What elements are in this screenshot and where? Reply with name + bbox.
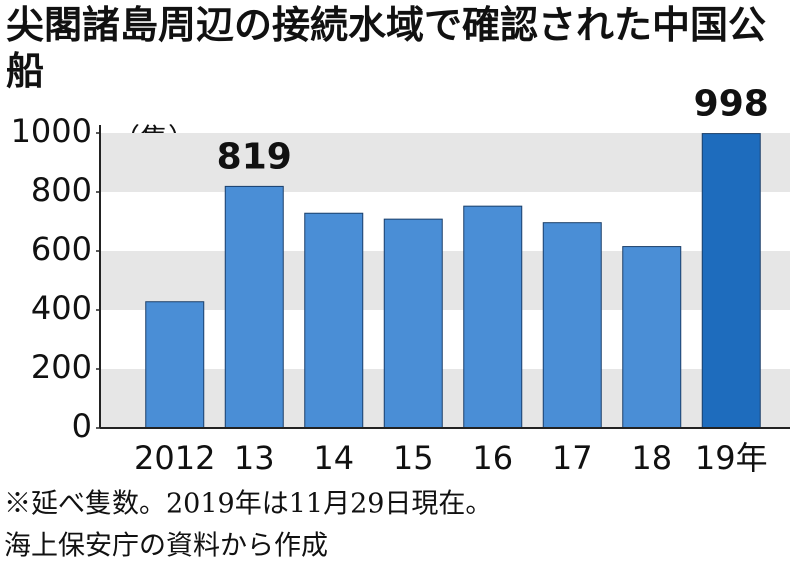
bar <box>622 246 682 429</box>
value-label: 998 <box>694 84 769 125</box>
x-tick-label: 15 <box>393 439 434 477</box>
y-tick-label: 400 <box>31 289 92 327</box>
x-tick-label: 2012 <box>134 439 215 477</box>
y-tick-label: 0 <box>72 407 92 445</box>
note: ※延べ隻数。2019年は11月29日現在。 <box>4 489 492 520</box>
x-tick-label: 13 <box>234 439 275 477</box>
y-tick-label: 600 <box>31 230 92 268</box>
x-tick-label: 19年 <box>695 439 768 477</box>
bar <box>383 218 443 429</box>
x-tick-label: 16 <box>472 439 513 477</box>
x-tick-label: 14 <box>313 439 354 477</box>
grid-band <box>100 251 790 310</box>
x-tick-label: 18 <box>631 439 672 477</box>
y-tick-label: 1000 <box>11 112 92 150</box>
bar <box>701 133 761 429</box>
bar <box>224 185 284 429</box>
bar <box>304 212 364 429</box>
value-label: 819 <box>217 136 292 177</box>
x-tick-label: 17 <box>552 439 593 477</box>
bar <box>463 205 523 429</box>
bar <box>145 301 205 429</box>
chart-title: 尖閣諸島周辺の接続水域で確認された中国公船 <box>6 3 767 93</box>
bar <box>542 222 602 429</box>
note: 海上保安庁の資料から作成 <box>4 531 328 562</box>
y-tick-label: 200 <box>31 348 92 386</box>
y-tick-label: 800 <box>31 171 92 209</box>
grid-band <box>100 133 790 192</box>
